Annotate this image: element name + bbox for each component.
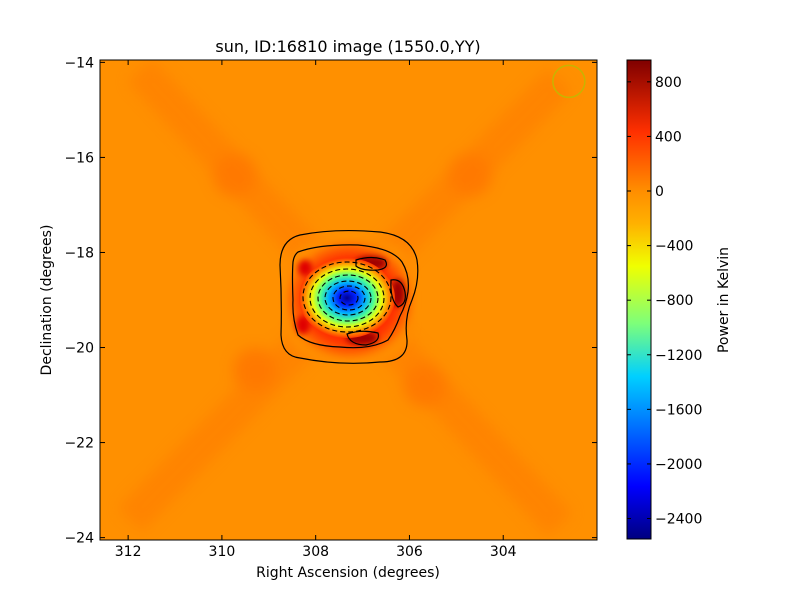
colorbar-tick-label: −2400: [655, 512, 702, 528]
contour-outer: [279, 229, 419, 364]
colorbar-tick-label: −2000: [655, 457, 702, 473]
y-tick-label: −14: [64, 55, 94, 71]
contour-peak: [346, 330, 380, 346]
x-tick-label: 310: [209, 544, 236, 560]
colorbar-tick-label: 0: [655, 184, 664, 200]
x-tick-label: 308: [302, 544, 329, 560]
beam-marker: [552, 64, 586, 99]
y-tick-label: −16: [64, 150, 94, 166]
y-tick-label: −20: [64, 341, 94, 357]
contour-negative: [302, 261, 392, 333]
contour-negative: [317, 274, 379, 322]
heatmap-area: [100, 60, 597, 540]
x-tick-label: 312: [115, 544, 142, 560]
contour-negative: [309, 268, 385, 328]
ring-peak: [296, 316, 310, 334]
contour-negative: [324, 280, 372, 316]
y-tick-label: −18: [64, 245, 94, 261]
colorbar-ticks: 800 400 0 −400 −800 −1200 −1600 −2000 −2400: [627, 75, 702, 528]
colorbar-tick-label: −1200: [655, 348, 702, 364]
contour-lines: [279, 229, 419, 364]
ring-peak: [298, 260, 312, 276]
colorbar-label: Power in Kelvin: [716, 247, 732, 353]
x-tick-label: 306: [396, 544, 423, 560]
source-emission: [285, 240, 415, 360]
contour-negative: [339, 290, 359, 306]
x-tick-label: 304: [490, 544, 517, 560]
contour-lines-negative: [302, 261, 392, 333]
chart-title: sun, ID:16810 image (1550.0,YY): [215, 37, 480, 56]
contour-positive: [291, 244, 409, 349]
colorbar-tick-label: −400: [655, 239, 693, 255]
contour-peak: [355, 256, 388, 271]
colorbar-tick-label: 800: [655, 75, 682, 91]
colorbar-gradient: [626, 59, 652, 540]
y-tick-label: −24: [64, 531, 94, 547]
source-negative-core: [299, 258, 395, 338]
plot-frame: [99, 59, 598, 541]
colorbar-tick-label: 400: [655, 129, 682, 145]
y-axis-ticks: −14 −16 −18 −20 −22 −24: [64, 55, 597, 547]
contour-peak: [390, 279, 406, 308]
contour-negative: [332, 285, 366, 311]
colorbar: 800 400 0 −400 −800 −1200 −1600 −2000 −2400 Powe…: [626, 59, 732, 540]
x-axis-ticks: 312 310 308 306 304: [115, 60, 517, 560]
x-axis-label: Right Ascension (degrees): [256, 565, 440, 581]
colorbar-tick-label: −1600: [655, 402, 702, 418]
y-axis-label: Declination (degrees): [39, 225, 55, 376]
y-tick-label: −22: [64, 436, 94, 452]
colorbar-tick-label: −800: [655, 293, 693, 309]
